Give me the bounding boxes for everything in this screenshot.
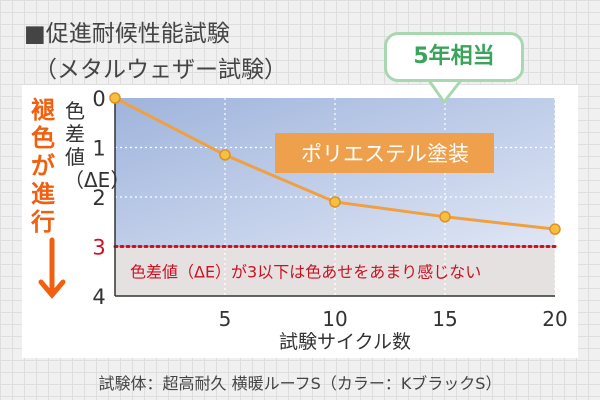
series-label: ポリエステル塗装 bbox=[301, 142, 469, 166]
title: ■促進耐候性能試験 bbox=[24, 21, 230, 47]
y-axis-label: 色差値（ΔE） bbox=[64, 99, 130, 192]
data-point bbox=[329, 196, 341, 208]
x-tick-label: 10 bbox=[322, 307, 347, 331]
threshold-label: 色差値（ΔE）が3以下は色あせをあまり感じない bbox=[130, 263, 481, 282]
callout-5-years: 5年相当 bbox=[384, 32, 524, 82]
subtitle: （メタルウェザー試験） bbox=[34, 57, 287, 83]
x-tick-label: 5 bbox=[219, 307, 232, 331]
x-axis-label: 試験サイクル数 bbox=[279, 331, 411, 353]
data-point bbox=[219, 149, 231, 161]
fading-label: 褪色が進行 bbox=[31, 96, 55, 236]
y-tick-label: 2 bbox=[92, 186, 105, 210]
y-tick-label: 4 bbox=[92, 285, 105, 309]
data-point bbox=[109, 92, 121, 104]
y-tick-label: 1 bbox=[92, 137, 105, 161]
series-label-box bbox=[275, 133, 494, 173]
y-tick-label: 0 bbox=[92, 87, 105, 111]
arrow-down-icon bbox=[38, 237, 66, 299]
y-tick-label: 3 bbox=[92, 236, 105, 260]
x-tick-label: 15 bbox=[432, 307, 457, 331]
x-tick-label: 20 bbox=[542, 307, 567, 331]
data-point bbox=[549, 223, 561, 235]
footer-note: 試験体：超高耐久 横暖ルーフS（カラー：KブラックS） bbox=[98, 374, 502, 393]
data-point bbox=[439, 211, 451, 223]
